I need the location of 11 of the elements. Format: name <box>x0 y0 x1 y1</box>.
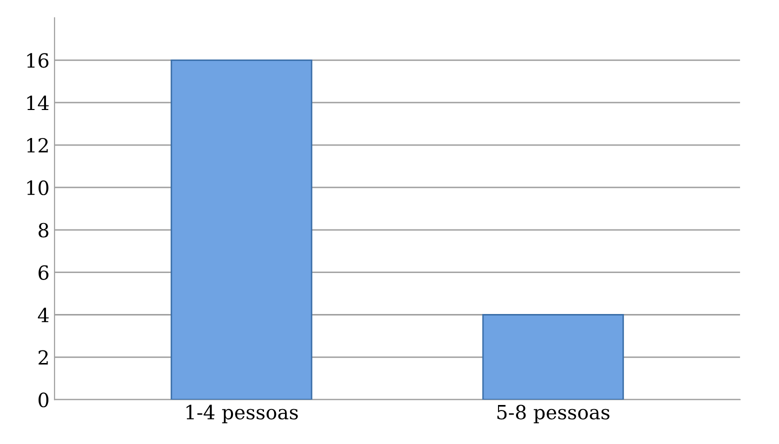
y-tick-label: 2 <box>38 350 48 365</box>
y-tick-label: 10 <box>27 180 48 196</box>
y-tick-label: 16 <box>27 53 48 68</box>
y-tick-label: 12 <box>27 138 48 152</box>
x-tick-label: 5-8 pessoas <box>497 404 610 424</box>
y-tick-label: 4 <box>38 308 49 322</box>
x-tick-label: 1-4 pessoas <box>186 404 298 424</box>
y-tick-label: 8 <box>38 222 48 238</box>
y-tick-label: 6 <box>38 265 48 280</box>
y-tick-label: 14 <box>27 96 49 110</box>
y-tick-label: 0 <box>38 392 48 408</box>
